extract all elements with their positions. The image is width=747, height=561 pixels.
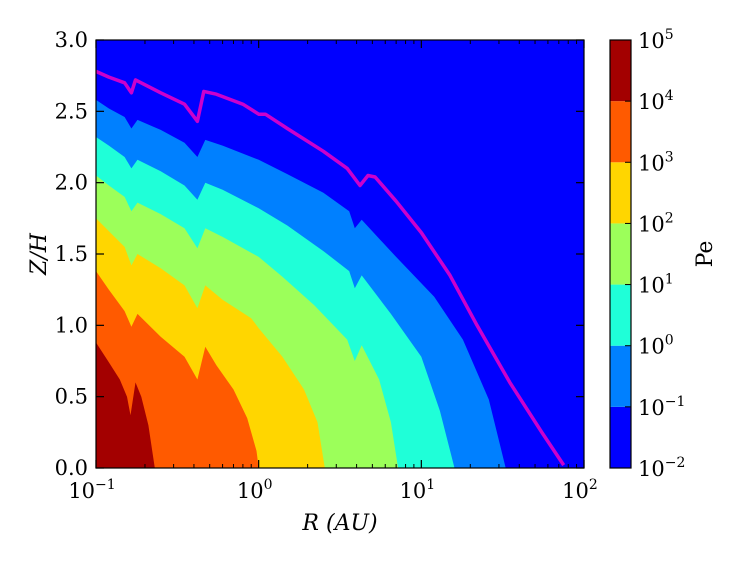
colorbar-tick-label: 10−2	[638, 455, 685, 481]
colorbar-tick-label: 101	[638, 272, 674, 298]
colorbar-tick-label: 104	[638, 88, 674, 114]
y-tick-label: 2.0	[55, 171, 88, 195]
x-tick-label: 102	[562, 477, 598, 503]
x-tick-label: 10−1	[68, 477, 115, 503]
colorbar-title: Pe	[693, 241, 718, 268]
x-tick-label: 100	[237, 477, 273, 503]
colorbar-tick-label: 100	[638, 333, 674, 359]
y-tick-label: 2.5	[55, 99, 88, 123]
y-tick-label: 0.5	[55, 385, 88, 409]
y-tick-label: 1.0	[55, 313, 88, 337]
y-tick-label: 1.5	[55, 242, 88, 266]
boundary-line	[96, 69, 566, 467]
x-axis-ticks: 10−1 100 101 102	[68, 40, 598, 503]
colorbar-frame	[609, 39, 632, 469]
colorbar: 10−2 10−1 100 101 102 103 104 105	[610, 27, 685, 481]
y-axis-title: Z/H	[27, 232, 52, 276]
colorbar-swatch	[610, 223, 631, 285]
contour-band-1e4	[96, 342, 155, 468]
plot-area	[96, 40, 584, 468]
x-tick-label: 101	[400, 477, 436, 503]
colorbar-tick-label: 10−1	[638, 394, 685, 420]
y-tick-label: 0.0	[55, 456, 88, 480]
colorbar-swatch	[610, 406, 631, 468]
colorbar-swatch	[610, 101, 631, 163]
colorbar-tick-label: 105	[638, 27, 674, 53]
colorbar-swatch	[610, 40, 631, 102]
y-axis-ticks: 0.0 0.5 1.0 1.5 2.0 2.5 3.0	[55, 28, 584, 480]
colorbar-swatch	[610, 162, 631, 224]
y-tick-label: 3.0	[55, 28, 88, 52]
colorbar-tick-label: 102	[638, 210, 674, 236]
colorbar-tick-label: 103	[638, 149, 674, 175]
colorbar-swatch	[610, 345, 631, 407]
x-axis-title: R (AU)	[301, 511, 377, 536]
colorbar-swatch	[610, 284, 631, 346]
